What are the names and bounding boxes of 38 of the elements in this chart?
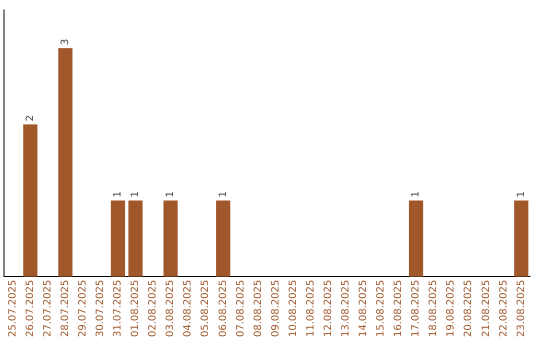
x-tick-label: 10.08.2025: [288, 280, 299, 338]
data-label: 1: [410, 191, 422, 198]
x-tick-label: 07.08.2025: [235, 280, 246, 338]
x-tick-label: 19.08.2025: [446, 280, 457, 338]
x-tick-label: 22.08.2025: [498, 280, 510, 338]
x-tick-label: 21.08.2025: [480, 280, 492, 338]
x-tick-label: 13.08.2025: [340, 280, 352, 338]
data-label: 1: [112, 191, 124, 198]
x-tick-label: 12.08.2025: [322, 280, 334, 338]
x-tick-label: 25.07.2025: [7, 280, 18, 338]
x-tick-label: 27.07.2025: [42, 280, 54, 338]
x-tick-label: 11.08.2025: [305, 280, 316, 338]
x-tick-label: 06.08.2025: [218, 280, 229, 338]
x-tick-label: 05.08.2025: [200, 280, 212, 338]
x-tick-label: 01.08.2025: [130, 280, 142, 338]
x-tick-label: 14.08.2025: [358, 280, 370, 338]
data-label: 3: [60, 38, 71, 46]
x-tick-label: 04.08.2025: [182, 280, 194, 338]
data-label: 1: [516, 191, 527, 198]
data-label: 1: [130, 191, 142, 198]
x-tick-label: 03.08.2025: [165, 280, 176, 338]
x-tick-label: 15.08.2025: [376, 280, 387, 338]
x-tick-label: 23.08.2025: [516, 280, 527, 338]
data-label: 1: [218, 191, 229, 198]
data-label: 2: [24, 114, 36, 122]
x-tick-label: 02.08.2025: [148, 280, 159, 338]
x-tick-label: 31.07.2025: [112, 280, 124, 338]
x-tick-label: 20.08.2025: [463, 280, 474, 338]
x-tick-label: 17.08.2025: [410, 280, 422, 338]
x-tick-label: 29.07.2025: [77, 280, 88, 338]
data-label: 1: [165, 191, 176, 198]
x-tick-label: 16.08.2025: [393, 280, 404, 338]
x-tick-label: 18.08.2025: [428, 280, 440, 338]
x-tick-label: 08.08.2025: [252, 280, 264, 338]
x-tick-label: 28.07.2025: [60, 280, 71, 338]
x-tick-label: 09.08.2025: [270, 280, 282, 338]
x-tick-label: 26.07.2025: [24, 280, 36, 338]
x-tick-label: 30.07.2025: [95, 280, 106, 338]
